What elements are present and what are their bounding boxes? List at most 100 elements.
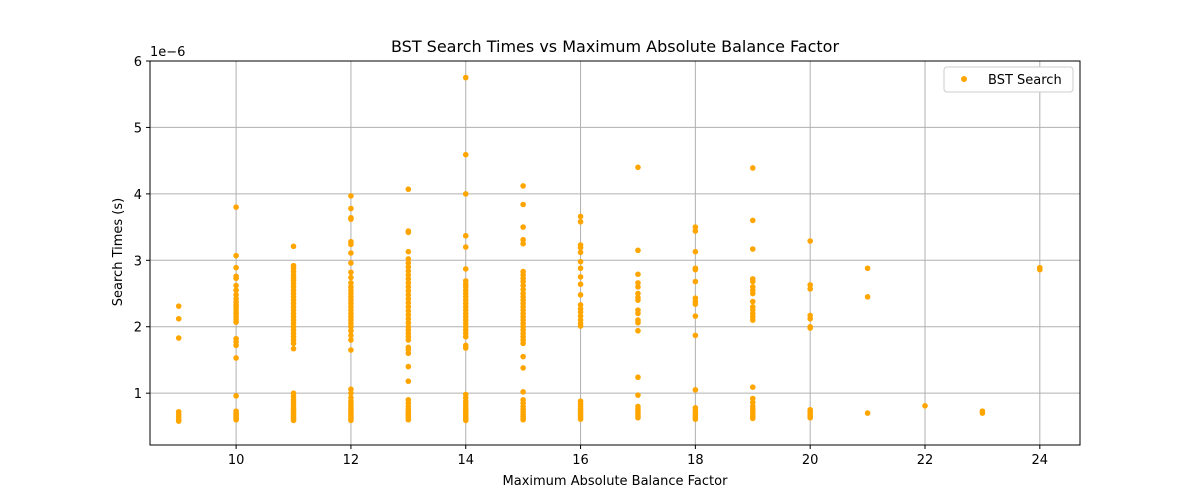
data-point (635, 271, 641, 278)
data-point (405, 378, 412, 385)
data-point (462, 333, 469, 340)
data-point (749, 399, 756, 406)
legend-label: BST Search (988, 73, 1062, 88)
x-tick-label: 12 (343, 453, 360, 468)
data-point (577, 292, 584, 298)
data-point (635, 327, 641, 334)
data-point (348, 390, 354, 396)
data-point (635, 297, 641, 303)
data-point (290, 345, 297, 352)
data-point (807, 286, 813, 292)
data-point (348, 337, 354, 343)
data-point (405, 307, 412, 314)
data-point (577, 265, 584, 272)
data-point (577, 313, 584, 319)
data-point (290, 243, 297, 250)
data-point (635, 310, 641, 317)
y-tick-label: 2 (134, 321, 142, 336)
data-point (405, 319, 412, 326)
data-point (692, 416, 699, 422)
data-point (635, 290, 641, 297)
data-point (864, 265, 871, 272)
data-point (807, 315, 813, 322)
chart-title: BST Search Times vs Maximum Absolute Bal… (391, 37, 839, 56)
data-point (405, 363, 412, 370)
data-point (692, 248, 699, 255)
data-point (577, 244, 584, 251)
data-point (577, 213, 584, 220)
data-point (462, 266, 469, 272)
data-point (635, 164, 641, 171)
data-point (405, 304, 412, 310)
data-point (405, 248, 412, 255)
data-point (405, 337, 412, 343)
y-axis-title: Search Times (s) (111, 198, 126, 306)
data-point (233, 264, 239, 271)
data-point (749, 165, 756, 171)
data-point (405, 284, 412, 290)
data-point (807, 414, 813, 421)
data-point (577, 323, 584, 329)
data-point (520, 240, 526, 247)
data-point (577, 218, 584, 225)
data-point (520, 286, 526, 293)
data-point (979, 410, 986, 416)
plot-frame (149, 60, 1081, 446)
data-point (520, 224, 526, 230)
data-point (692, 301, 699, 307)
data-point (405, 272, 412, 278)
data-point (405, 311, 412, 318)
data-point (520, 278, 526, 285)
data-point (233, 282, 239, 289)
data-point (348, 386, 354, 392)
data-point (864, 410, 871, 416)
data-point (405, 260, 412, 266)
data-point (348, 323, 354, 330)
data-point (749, 217, 756, 224)
data-point (692, 332, 699, 339)
data-point (520, 282, 526, 289)
data-point (233, 252, 239, 259)
data-point (692, 266, 699, 273)
data-point (635, 319, 641, 326)
data-point (233, 355, 239, 361)
data-point (405, 264, 412, 270)
data-point (520, 389, 526, 395)
x-tick-label: 22 (917, 453, 934, 468)
data-point (233, 292, 239, 298)
data-point (635, 374, 641, 381)
data-point (405, 280, 412, 286)
data-point (692, 278, 699, 285)
data-point (462, 74, 469, 81)
data-point (233, 319, 239, 325)
data-point (175, 335, 182, 341)
data-point (348, 417, 354, 424)
data-point (348, 241, 354, 248)
data-point (749, 415, 756, 422)
data-point (749, 317, 756, 323)
data-point (348, 205, 354, 212)
data-point (348, 216, 354, 222)
data-point (922, 403, 928, 409)
x-tick-label: 20 (802, 453, 819, 468)
data-point (520, 353, 526, 360)
data-point (577, 274, 584, 280)
data-point (175, 315, 182, 322)
data-point (807, 325, 813, 331)
data-point (233, 393, 239, 399)
data-point (577, 258, 584, 265)
data-point (520, 416, 526, 423)
data-point (635, 247, 641, 254)
data-point (520, 365, 526, 371)
data-point (635, 280, 641, 286)
data-point (348, 332, 354, 339)
data-point (520, 340, 526, 347)
data-point (692, 224, 699, 230)
data-point (520, 201, 526, 208)
data-point (405, 276, 412, 282)
data-point (692, 387, 699, 393)
data-point (635, 392, 641, 398)
data-point (348, 280, 354, 286)
y-tick-label: 3 (134, 254, 142, 269)
x-axis-ticks: 10 12 14 16 18 20 22 24 (228, 445, 1048, 468)
